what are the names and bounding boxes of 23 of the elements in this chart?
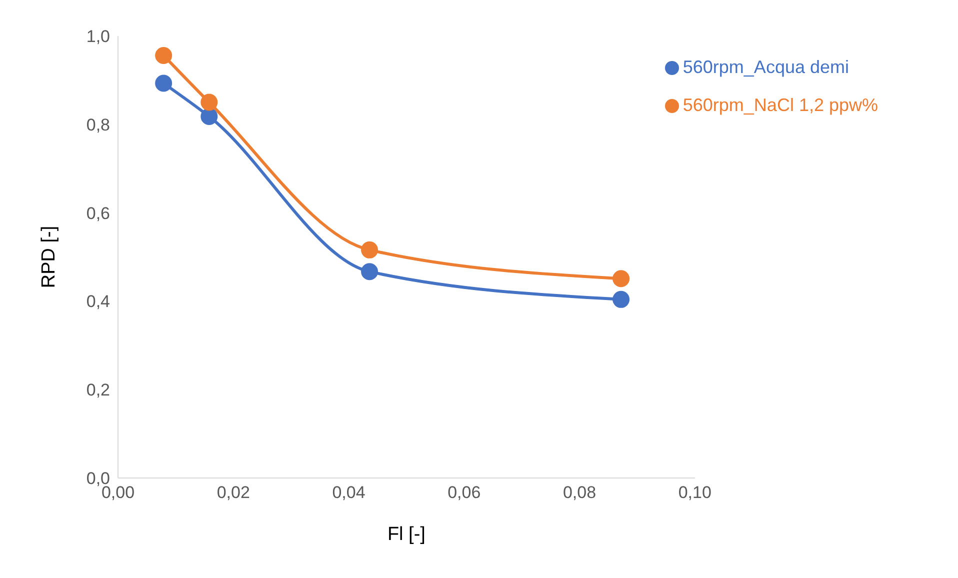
point [612,270,630,288]
y-tick-label: 0,2 [86,380,110,400]
point [155,46,172,64]
point [200,108,218,125]
y-axis-title: RPD [-] [38,226,60,288]
x-axis-title: Fl [-] [387,524,426,545]
legend-label: 560rpm_Acqua demi [682,57,849,77]
y-tick-label: 0,6 [86,204,110,223]
x-tick-label: 0,04 [332,483,366,502]
y-tick-label: 1,0 [86,27,110,46]
x-tick-label: 0,02 [216,483,250,502]
x-tick-label: 0,06 [448,483,481,502]
y-tick-label: 0,8 [86,115,110,134]
point [155,74,172,92]
point [361,241,378,258]
x-tick-label: 0,08 [562,483,596,502]
point [361,263,378,280]
point [612,290,630,308]
x-tick-label: 0,10 [678,483,712,502]
legend-label: 560rpm_NaCl 1,2 ppw% [682,95,878,115]
y-tick-label: 0,4 [86,292,110,312]
x-tick-label: 0,00 [101,483,135,502]
point [200,94,218,111]
